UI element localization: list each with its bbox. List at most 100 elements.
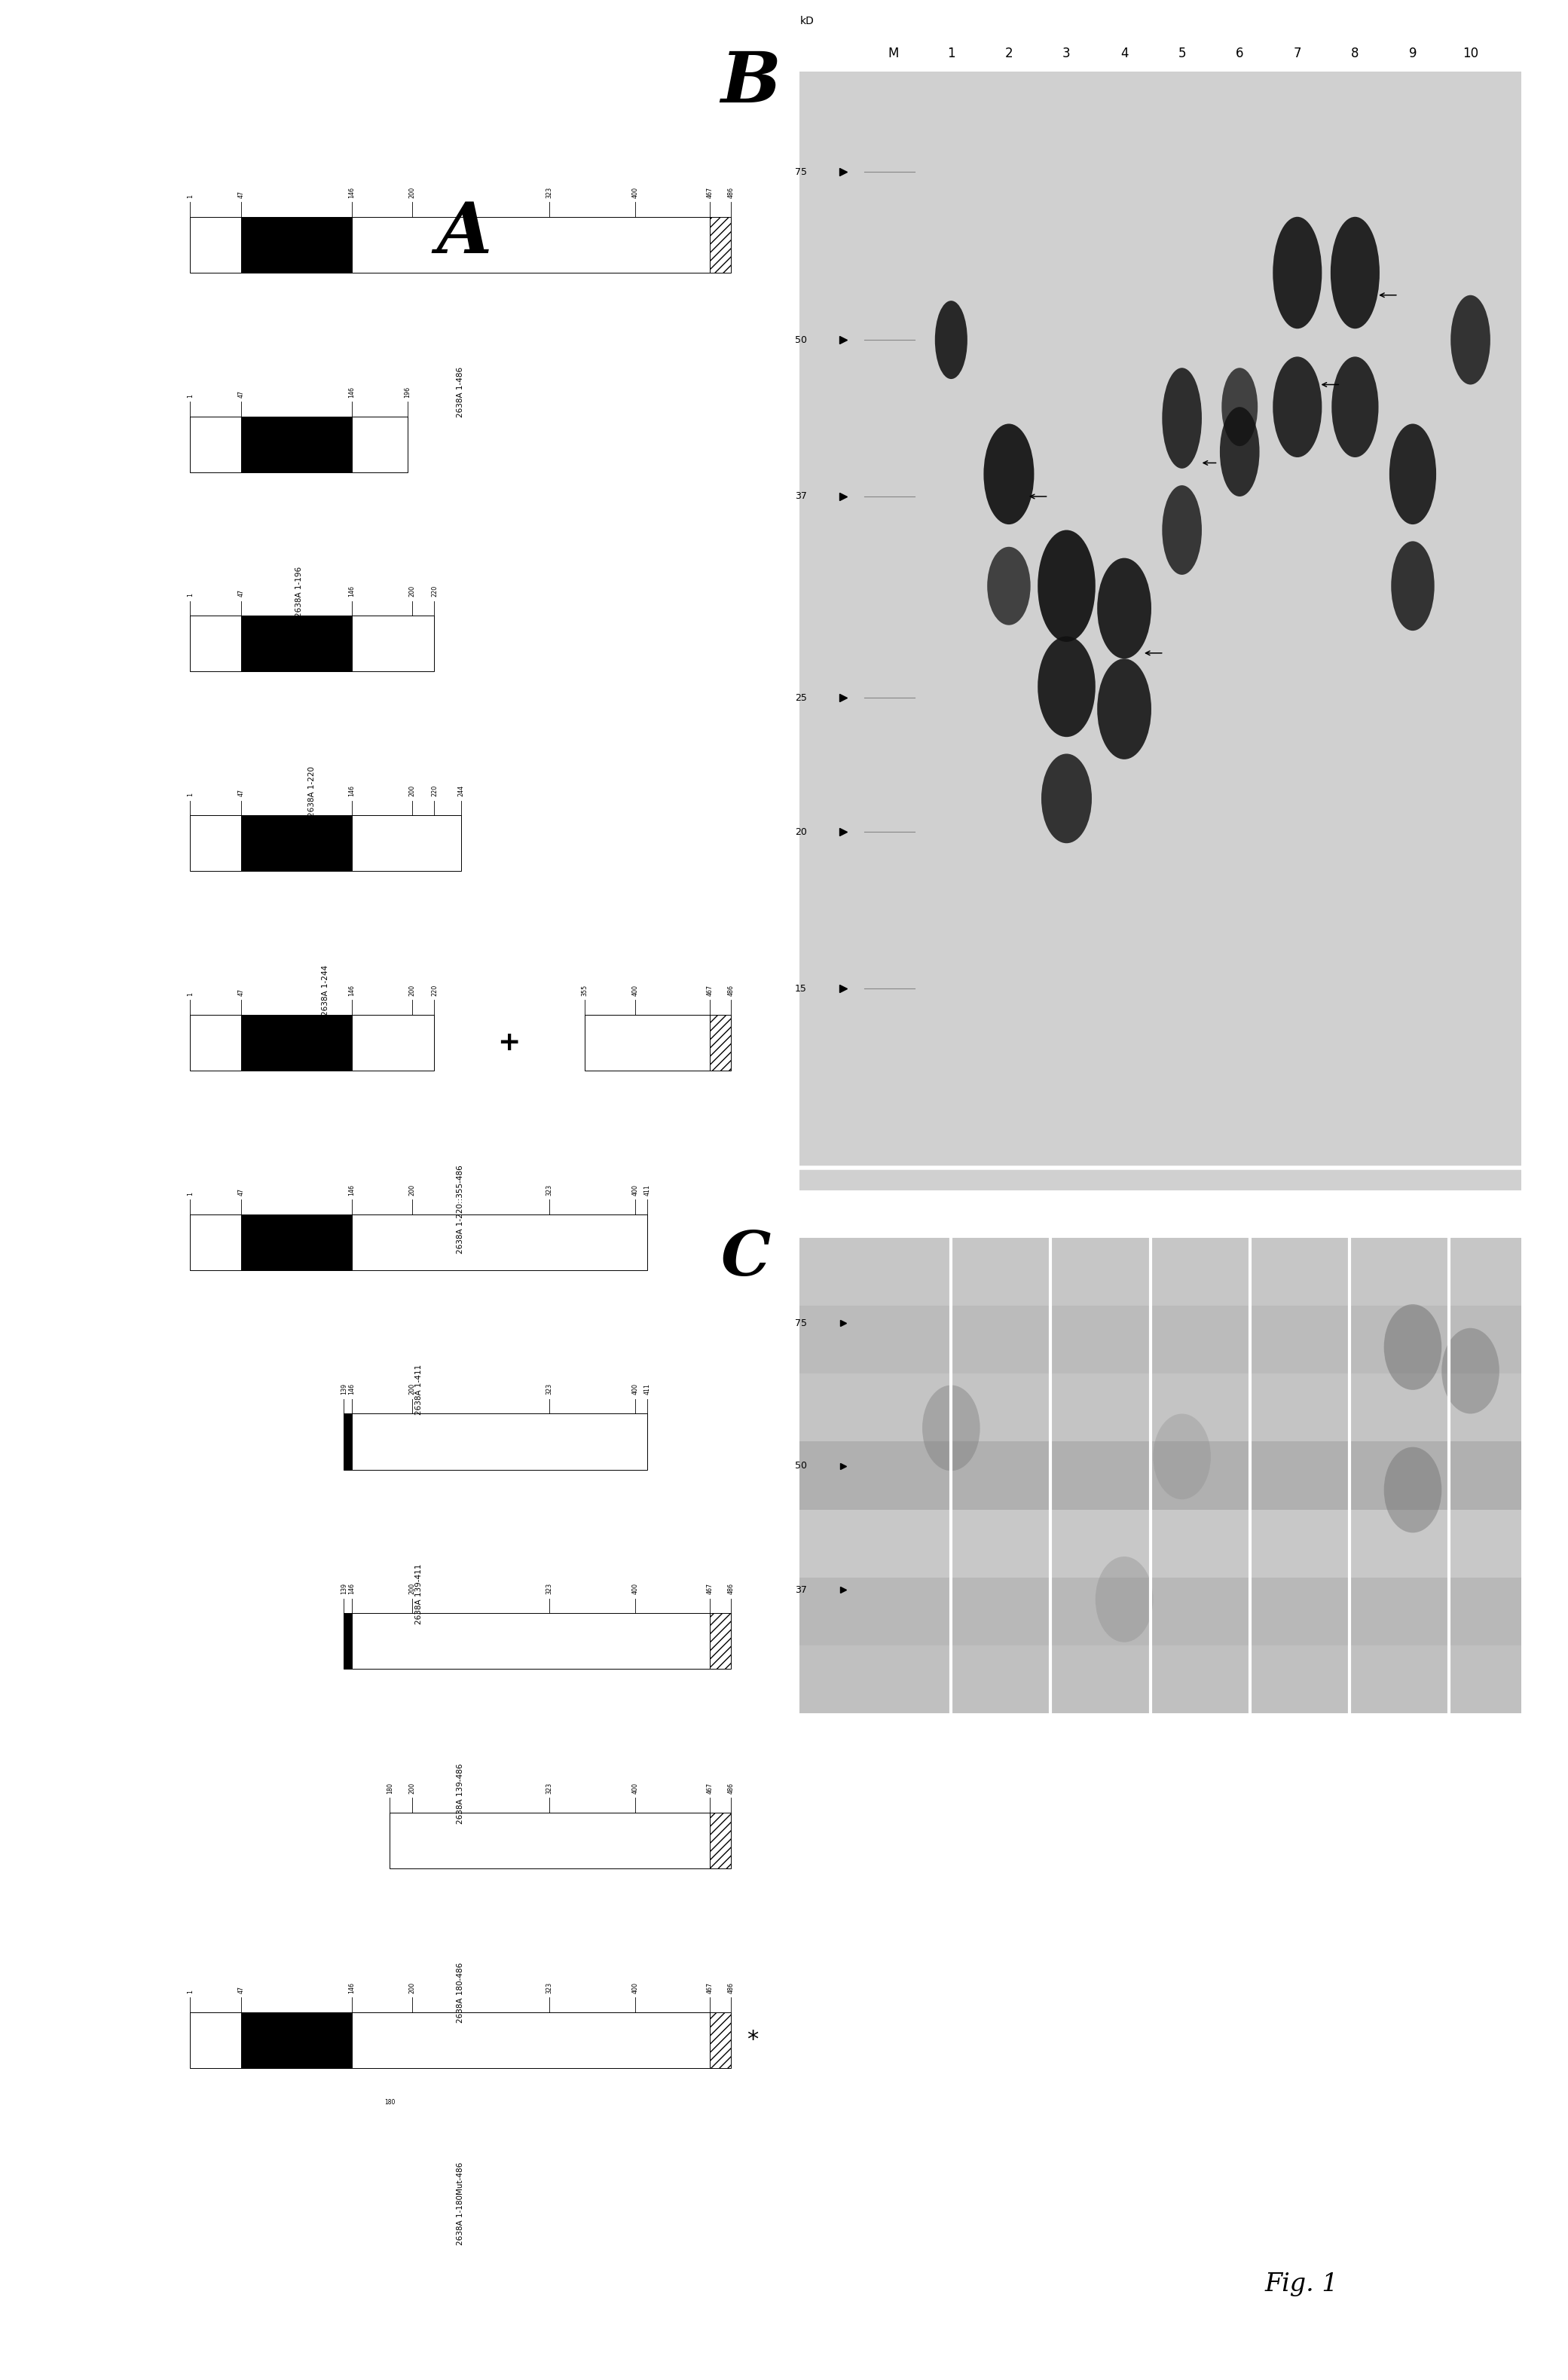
Text: 146: 146 xyxy=(348,186,356,198)
Text: 467: 467 xyxy=(707,985,713,995)
Text: 2638A 1-486: 2638A 1-486 xyxy=(456,367,464,416)
Bar xyxy=(351,416,408,471)
Text: 486: 486 xyxy=(728,1983,734,1992)
Text: 180: 180 xyxy=(386,1783,394,1795)
Text: 4: 4 xyxy=(1120,48,1129,60)
Text: 146: 146 xyxy=(348,1185,356,1195)
Text: 486: 486 xyxy=(728,186,734,198)
Bar xyxy=(800,1442,1521,1509)
Text: +: + xyxy=(497,1031,521,1054)
Text: 2638A 1-220::355-486: 2638A 1-220::355-486 xyxy=(456,1164,464,1254)
Text: 220: 220 xyxy=(431,985,437,995)
Text: 200: 200 xyxy=(409,1983,416,1992)
Text: 400: 400 xyxy=(632,1983,638,1992)
Text: 75: 75 xyxy=(795,1319,808,1328)
Bar xyxy=(351,1214,648,1271)
Text: 200: 200 xyxy=(409,985,416,995)
Ellipse shape xyxy=(1441,1328,1499,1414)
Ellipse shape xyxy=(1162,486,1201,576)
Bar xyxy=(710,1814,731,1868)
Text: 220: 220 xyxy=(431,585,437,597)
Text: A: A xyxy=(436,200,492,267)
Text: 50: 50 xyxy=(795,336,808,345)
Text: 467: 467 xyxy=(707,1583,713,1595)
Text: 1: 1 xyxy=(187,593,193,597)
Bar xyxy=(585,1014,710,1071)
Ellipse shape xyxy=(1096,1557,1152,1642)
Text: 200: 200 xyxy=(409,785,416,797)
Bar xyxy=(190,1014,241,1071)
Text: 146: 146 xyxy=(348,1383,356,1395)
Text: 2: 2 xyxy=(1005,48,1013,60)
Text: 50: 50 xyxy=(795,1461,808,1471)
Text: 411: 411 xyxy=(644,1383,651,1395)
Bar xyxy=(800,1509,1521,1578)
Text: 47: 47 xyxy=(238,190,245,198)
Ellipse shape xyxy=(1389,424,1436,524)
Text: 47: 47 xyxy=(238,988,245,995)
Text: 323: 323 xyxy=(546,1783,552,1795)
Bar xyxy=(390,1814,710,1868)
Text: 139: 139 xyxy=(340,1383,348,1395)
Bar xyxy=(351,816,461,871)
Bar xyxy=(241,2011,351,2068)
Bar xyxy=(710,1014,731,1071)
Text: 486: 486 xyxy=(728,1583,734,1595)
Text: 467: 467 xyxy=(707,1983,713,1992)
Text: 1: 1 xyxy=(187,793,193,797)
Text: 1: 1 xyxy=(947,48,955,60)
Bar xyxy=(800,1578,1521,1645)
Text: 200: 200 xyxy=(409,1383,416,1395)
Text: 400: 400 xyxy=(632,1783,638,1795)
Text: 75: 75 xyxy=(795,167,808,176)
Bar xyxy=(351,217,710,274)
Bar xyxy=(190,616,241,671)
Ellipse shape xyxy=(1273,217,1322,328)
Text: 355: 355 xyxy=(582,985,588,995)
Text: 400: 400 xyxy=(632,1185,638,1195)
Bar xyxy=(190,416,241,471)
Ellipse shape xyxy=(1038,635,1096,738)
Text: 200: 200 xyxy=(409,1583,416,1595)
Bar xyxy=(351,616,434,671)
Text: 2638A 1-244: 2638A 1-244 xyxy=(321,966,329,1016)
Text: 200: 200 xyxy=(409,585,416,597)
Ellipse shape xyxy=(1220,407,1259,497)
Bar xyxy=(241,1014,351,1071)
Ellipse shape xyxy=(1038,531,1096,643)
Bar xyxy=(343,1414,351,1468)
Ellipse shape xyxy=(1391,540,1435,631)
Bar xyxy=(343,1614,351,1668)
Text: 196: 196 xyxy=(405,386,411,397)
Bar xyxy=(351,2011,710,2068)
Text: 47: 47 xyxy=(238,788,245,797)
Bar xyxy=(351,1414,648,1468)
Text: 200: 200 xyxy=(409,1183,416,1195)
Text: 146: 146 xyxy=(348,386,356,397)
Text: 3: 3 xyxy=(1063,48,1071,60)
Ellipse shape xyxy=(1385,1304,1441,1390)
Text: 323: 323 xyxy=(546,1983,552,1992)
Ellipse shape xyxy=(1098,659,1151,759)
Text: 323: 323 xyxy=(546,1583,552,1595)
Text: 139: 139 xyxy=(340,1583,348,1595)
Text: 323: 323 xyxy=(546,1383,552,1395)
Bar xyxy=(241,217,351,274)
Ellipse shape xyxy=(922,1385,980,1471)
Bar xyxy=(800,1307,1521,1373)
Bar xyxy=(241,616,351,671)
Text: 244: 244 xyxy=(458,785,464,797)
Ellipse shape xyxy=(1331,217,1380,328)
Bar xyxy=(710,217,731,274)
Text: 467: 467 xyxy=(707,1783,713,1795)
Text: 146: 146 xyxy=(348,785,356,797)
Text: 2638A 139-411: 2638A 139-411 xyxy=(416,1564,422,1623)
Bar xyxy=(241,416,351,471)
Text: 7: 7 xyxy=(1294,48,1301,60)
Bar xyxy=(351,1614,710,1668)
Text: *: * xyxy=(746,2030,759,2052)
Bar xyxy=(800,1238,1521,1307)
Text: 486: 486 xyxy=(728,1783,734,1795)
Text: 180: 180 xyxy=(384,2099,395,2106)
Text: 486: 486 xyxy=(728,985,734,995)
